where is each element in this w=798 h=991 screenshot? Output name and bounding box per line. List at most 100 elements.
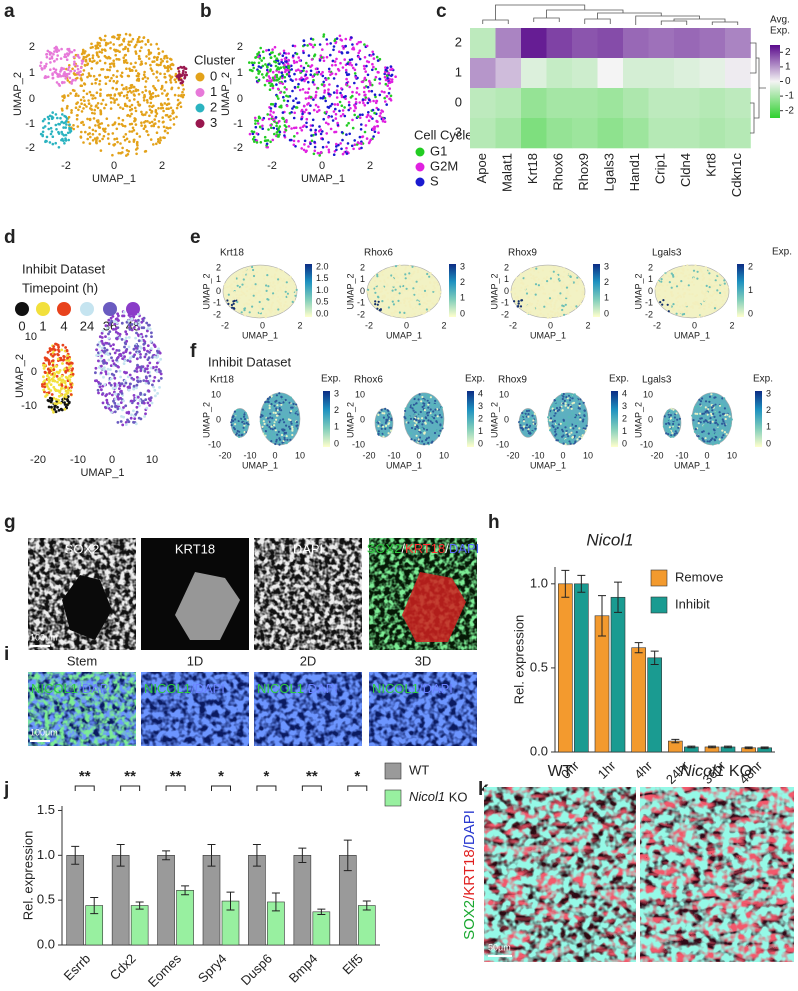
umap-point	[283, 75, 287, 79]
umap-point	[136, 88, 140, 92]
umap-point	[134, 69, 138, 72]
umap-point	[155, 131, 159, 134]
umap-point	[278, 62, 281, 66]
umap-point	[55, 364, 58, 368]
umap-point	[431, 421, 434, 424]
umap-point	[82, 55, 86, 59]
umap-point	[671, 432, 674, 435]
umap-point	[162, 125, 166, 129]
umap-point	[424, 405, 427, 408]
umap-point	[535, 267, 538, 270]
umap-point	[564, 443, 567, 446]
umap-point	[254, 119, 257, 122]
umap-point	[383, 279, 386, 282]
umap-point	[319, 128, 323, 131]
umap-point	[261, 300, 264, 303]
umap-point	[157, 94, 160, 97]
umap-point	[142, 379, 146, 382]
y-tick-label: 0	[31, 366, 37, 378]
umap-point	[289, 435, 292, 438]
umap-point	[390, 419, 393, 422]
umap-point	[299, 126, 302, 130]
umap-point	[327, 122, 330, 126]
y-tick-label: 0	[216, 414, 221, 424]
umap-point	[383, 120, 387, 123]
umap-point	[262, 274, 265, 277]
umap-point	[130, 112, 133, 116]
umap-point	[560, 286, 564, 290]
umap-point	[549, 303, 553, 306]
umap-point	[99, 92, 102, 96]
heatmap-cell	[572, 28, 598, 59]
umap-point	[383, 412, 386, 415]
umap-point	[224, 295, 228, 298]
umap-point	[89, 135, 92, 139]
colorbar-tick-label: 0	[785, 76, 791, 87]
heatmap-cell	[674, 118, 700, 149]
umap-point	[138, 57, 141, 61]
umap-point	[270, 126, 273, 130]
condition-label: 1D	[187, 653, 204, 668]
umap-point	[409, 417, 413, 420]
umap-point	[679, 313, 682, 316]
umap-point	[258, 300, 261, 304]
umap-point	[322, 80, 326, 84]
umap-point	[654, 287, 657, 290]
umap-point	[339, 114, 343, 118]
umap-point	[58, 73, 61, 76]
umap-point	[262, 298, 265, 301]
umap-point	[147, 57, 151, 60]
umap-point	[551, 407, 554, 410]
umap-point	[691, 293, 694, 296]
umap-point	[693, 430, 697, 433]
umap-point	[156, 355, 160, 358]
umap-point	[71, 67, 74, 71]
scale-bar	[30, 645, 50, 647]
umap-point	[525, 305, 528, 308]
umap-point	[416, 279, 419, 282]
umap-point	[53, 373, 56, 377]
umap-point	[114, 53, 117, 57]
stain-part: NICOL1	[257, 681, 304, 696]
umap-point	[94, 81, 97, 85]
umap-point	[315, 71, 319, 74]
umap-point	[87, 72, 91, 75]
panel-label: k	[478, 779, 489, 800]
umap-point	[557, 398, 560, 401]
umap-point	[251, 63, 255, 67]
colorbar	[593, 264, 600, 317]
umap-point	[265, 315, 268, 318]
umap-region	[259, 392, 301, 446]
umap-point	[555, 433, 558, 436]
umap-point	[681, 304, 684, 307]
umap-point	[111, 359, 115, 363]
umap-point	[677, 423, 680, 426]
umap-point	[561, 293, 565, 296]
umap-point	[699, 403, 702, 406]
umap-point	[140, 121, 143, 124]
umap-point	[90, 82, 94, 86]
umap-point	[703, 293, 706, 296]
umap-point	[403, 415, 406, 419]
umap-point	[152, 72, 155, 76]
umap-point	[402, 315, 405, 318]
umap-point	[122, 37, 126, 41]
umap-point	[721, 283, 724, 286]
umap-point	[330, 102, 334, 106]
umap-point	[422, 402, 425, 405]
umap-point	[90, 93, 93, 97]
umap-point	[283, 134, 286, 137]
umap-point	[273, 284, 276, 287]
umap-point	[98, 73, 102, 77]
umap-point	[157, 120, 161, 123]
umap-point	[126, 359, 130, 362]
umap-point	[145, 111, 148, 114]
umap-point	[431, 418, 434, 422]
umap-point	[530, 293, 533, 296]
umap-point	[534, 279, 537, 282]
umap-point	[85, 105, 88, 108]
umap-point	[696, 270, 699, 273]
umap-point	[144, 352, 148, 356]
umap-point	[142, 99, 146, 102]
umap-point	[415, 418, 418, 422]
